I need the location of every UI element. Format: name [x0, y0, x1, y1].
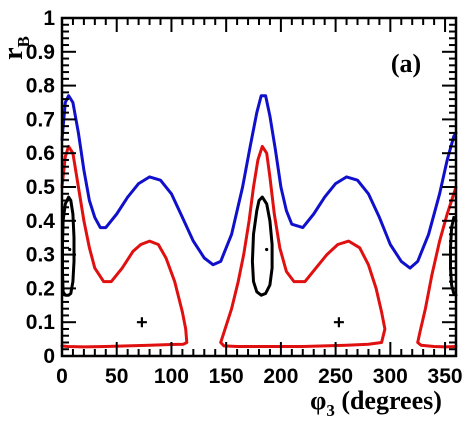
y-tick-label-0: 0	[43, 345, 55, 368]
y-axis-title-symbol: r	[0, 47, 29, 59]
x-axis-title-text: (degrees)	[335, 386, 442, 415]
panel-label: (a)	[391, 49, 421, 78]
x-axis-title-symbol: φ	[310, 386, 326, 415]
y-tick-label-10: 1	[43, 7, 55, 30]
x-axis-title-subscript: 3	[326, 401, 335, 420]
best-fit-cross-marker-0	[136, 317, 147, 328]
y-tick-label-1: 0.1	[26, 311, 56, 334]
y-tick-label-6: 0.6	[26, 142, 55, 165]
contour-curve-3	[416, 185, 458, 349]
y-axis-title: rB	[0, 36, 33, 60]
plot-curves	[60, 94, 458, 349]
y-tick-label-9: 0.9	[26, 41, 55, 64]
y-tick-label-3: 0.3	[26, 244, 55, 267]
y-tick-label-2: 0.2	[26, 277, 55, 300]
best-fit-cross-marker-1	[333, 317, 344, 328]
contour-curve-2	[219, 144, 387, 348]
contour-curve-1	[60, 144, 189, 349]
x-tick-label-100: 100	[154, 365, 189, 388]
contour-curve-0	[60, 94, 458, 270]
y-tick-label-8: 0.8	[26, 75, 56, 98]
x-tick-label-0: 0	[56, 365, 68, 388]
contour-curve-5	[250, 195, 274, 297]
x-tick-label-300: 300	[373, 365, 408, 388]
y-tick-label-7: 0.7	[26, 108, 55, 131]
x-tick-label-50: 50	[105, 365, 128, 388]
x-tick-label-150: 150	[209, 365, 244, 388]
x-tick-label-200: 200	[263, 365, 298, 388]
plot-markers	[68, 247, 344, 328]
best-fit-dot-marker-3	[265, 247, 269, 252]
x-tick-label-250: 250	[318, 365, 353, 388]
x-axis-title: φ3 (degrees)	[310, 386, 442, 420]
y-tick-label-4: 0.4	[26, 210, 56, 233]
contour-curve-6	[449, 215, 458, 297]
x-axis-ticks: 0 50 100 150 200 250 300 350	[56, 18, 463, 388]
y-axis-title-subscript: B	[14, 36, 33, 47]
x-tick-label-350: 350	[428, 365, 463, 388]
y-tick-label-5: 0.5	[26, 176, 56, 199]
y-axis-ticks: 0 0.1 0.2 0.3 0.4 0.5 0.6 0.7 0.8 0.9 1	[26, 7, 456, 368]
